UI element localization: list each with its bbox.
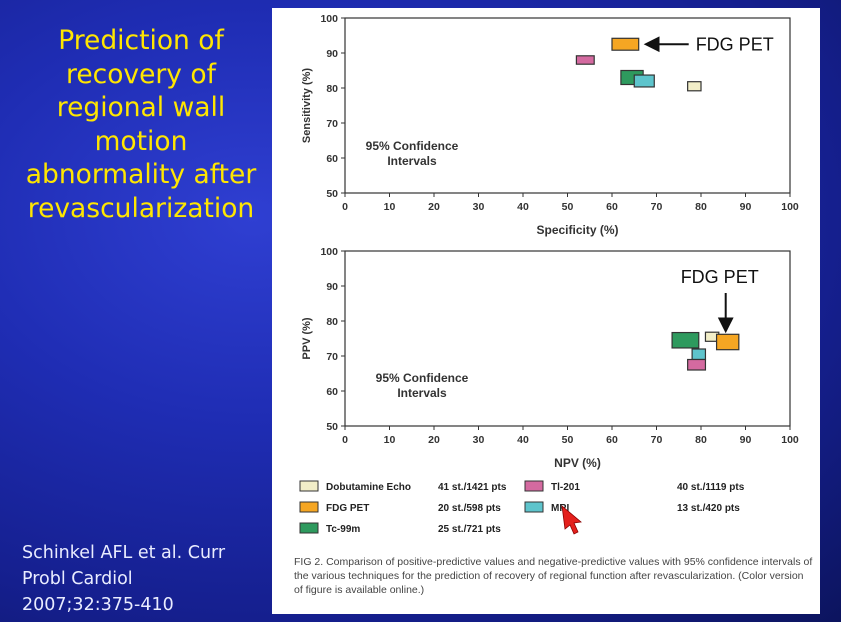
x-tick-label: 100 bbox=[781, 201, 799, 213]
y-tick-label: 100 bbox=[320, 246, 338, 258]
legend-swatch bbox=[299, 480, 319, 492]
x-tick-label: 80 bbox=[695, 201, 707, 213]
confidence-note: Intervals bbox=[387, 154, 437, 168]
confidence-note: 95% Confidence bbox=[366, 139, 459, 153]
title-line: revascularization bbox=[27, 192, 255, 224]
x-axis-label: Specificity (%) bbox=[536, 223, 618, 237]
y-axis-label: Sensitivity (%) bbox=[301, 68, 313, 144]
legend-name: Tl-201 bbox=[551, 482, 580, 493]
x-tick-label: 90 bbox=[740, 434, 752, 446]
legend-count: 25 st./721 pts bbox=[438, 524, 501, 535]
y-tick-label: 70 bbox=[326, 118, 338, 130]
charts-svg: 0 10 20 30 40 50 60 70 80 90 1005060708090100Speci… bbox=[299, 13, 799, 535]
fdg-arrow-label: FDG PET bbox=[681, 267, 759, 287]
legend-count: 41 st./1421 pts bbox=[438, 482, 507, 493]
legend-swatch bbox=[299, 501, 319, 513]
legend-item: Tl-201 40 st./1119 pts bbox=[524, 480, 745, 493]
x-tick-label: 10 bbox=[384, 201, 396, 213]
y-tick-label: 80 bbox=[326, 316, 338, 328]
x-tick-label: 70 bbox=[651, 434, 663, 446]
chart-2: 0 10 20 30 40 50 60 70 80 90 100 50 60 70 80 90 100 NPV (… bbox=[301, 246, 799, 470]
x-tick-label: 30 bbox=[473, 201, 485, 213]
figure-caption: FIG 2. Comparison of positive-predictive… bbox=[294, 556, 813, 596]
x-tick-label: 60 bbox=[606, 434, 618, 446]
legend-item: Tc-99m 25 st./721 pts bbox=[299, 522, 501, 535]
x-tick-label: 60 bbox=[606, 201, 618, 213]
x-tick-label: 0 bbox=[342, 434, 348, 446]
y-tick-label: 80 bbox=[326, 83, 338, 95]
citation-line: 2007;32:375-410 bbox=[22, 595, 174, 615]
legend-name: Dobutamine Echo bbox=[326, 482, 411, 493]
title-line: recovery of bbox=[66, 58, 216, 90]
title-line: regional wall bbox=[56, 92, 226, 123]
legend-swatch bbox=[524, 501, 544, 513]
x-tick-label: 90 bbox=[740, 201, 752, 213]
citation-line: Schinkel AFL et al. Curr bbox=[22, 543, 226, 563]
legend-swatch bbox=[299, 522, 319, 534]
x-tick-label: 100 bbox=[781, 434, 799, 446]
citation: Schinkel AFL et al. Curr Probl Cardiol 2… bbox=[22, 540, 272, 618]
legend-name: Tc-99m bbox=[326, 524, 360, 535]
data-point bbox=[611, 37, 640, 51]
x-tick-label: 30 bbox=[473, 434, 485, 446]
x-tick-label: 50 bbox=[562, 434, 574, 446]
y-tick-label: 50 bbox=[326, 188, 338, 200]
x-tick-label: 20 bbox=[428, 434, 440, 446]
legend-swatch bbox=[524, 480, 544, 492]
x-tick-label: 40 bbox=[517, 201, 529, 213]
y-tick-label: 100 bbox=[320, 13, 338, 25]
data-point bbox=[691, 348, 707, 361]
y-tick-label: 70 bbox=[326, 351, 338, 363]
data-point bbox=[687, 358, 707, 371]
y-tick-label: 60 bbox=[326, 386, 338, 398]
cursor-icon bbox=[561, 505, 582, 535]
figure-panel: 0 10 20 30 40 50 60 70 80 90 100 50 60 70 80 90 100 Speci… bbox=[272, 8, 820, 614]
data-point bbox=[633, 74, 655, 88]
data-point bbox=[671, 331, 700, 349]
legend: Dobutamine Echo 41 st./1421 pts FDG PET 20 … bbox=[299, 480, 745, 535]
x-tick-label: 70 bbox=[651, 201, 663, 213]
fdg-arrow-label: FDG PET bbox=[696, 34, 774, 54]
title-line: motion bbox=[94, 125, 188, 157]
data-point bbox=[715, 333, 740, 351]
x-tick-label: 50 bbox=[562, 201, 574, 213]
chart-1: 0 10 20 30 40 50 60 70 80 90 100 50 60 70 80 90 100 Speci… bbox=[301, 13, 799, 237]
legend-count: 13 st./420 pts bbox=[677, 503, 740, 514]
data-point bbox=[575, 55, 595, 65]
legend-item: FDG PET 20 st./598 pts bbox=[299, 501, 501, 514]
data-point bbox=[687, 81, 702, 92]
y-tick-label: 60 bbox=[326, 153, 338, 165]
legend-item: Dobutamine Echo 41 st./1421 pts bbox=[299, 480, 507, 493]
legend-item: MRI 13 st./420 pts bbox=[524, 501, 740, 514]
legend-name: FDG PET bbox=[326, 503, 369, 514]
title-line: abnormality after bbox=[25, 159, 257, 190]
title-line: Prediction of bbox=[58, 25, 224, 56]
legend-count: 40 st./1119 pts bbox=[677, 482, 745, 493]
plot-frame bbox=[344, 17, 791, 194]
confidence-note: 95% Confidence bbox=[376, 371, 469, 385]
y-tick-label: 50 bbox=[326, 421, 338, 433]
citation-line: Probl Cardiol bbox=[22, 569, 133, 589]
legend-name: MRI bbox=[551, 503, 570, 514]
x-tick-label: 0 bbox=[342, 201, 348, 213]
x-tick-label: 80 bbox=[695, 434, 707, 446]
x-tick-label: 20 bbox=[428, 201, 440, 213]
confidence-note: Intervals bbox=[397, 386, 447, 400]
y-axis-label: PPV (%) bbox=[301, 317, 313, 360]
y-tick-label: 90 bbox=[326, 48, 338, 60]
legend-count: 20 st./598 pts bbox=[438, 503, 501, 514]
x-axis-label: NPV (%) bbox=[554, 456, 601, 470]
plot-frame bbox=[344, 250, 791, 427]
slide-title: Prediction of recovery of regional wall … bbox=[10, 24, 272, 225]
x-tick-label: 40 bbox=[517, 434, 529, 446]
x-tick-label: 10 bbox=[384, 434, 396, 446]
y-tick-label: 90 bbox=[326, 281, 338, 293]
